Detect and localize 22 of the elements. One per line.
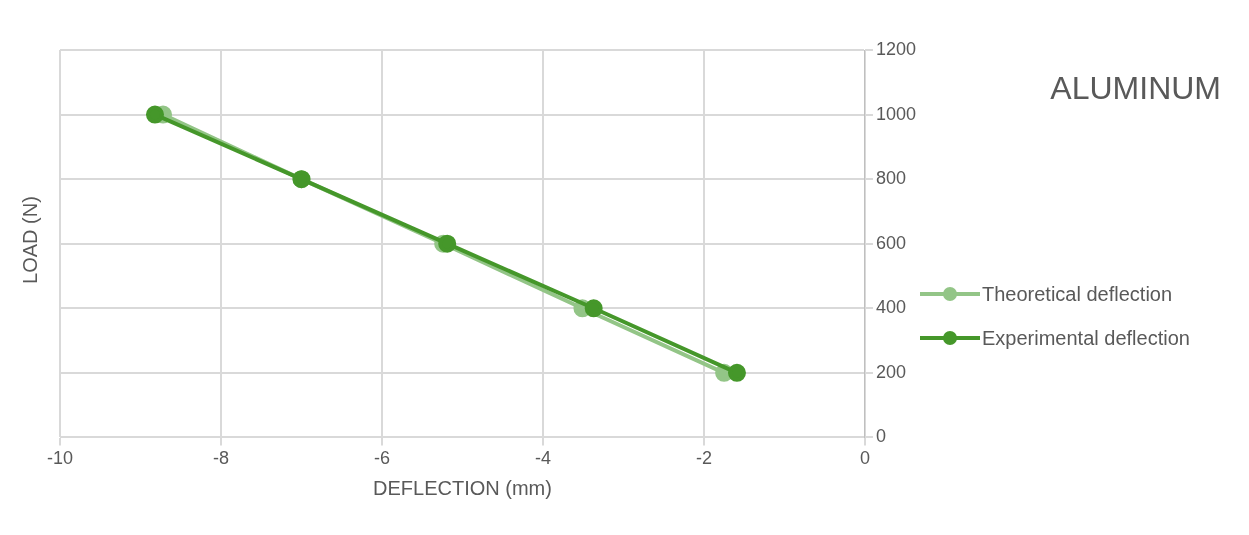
text: ALUMINUM xyxy=(1050,70,1221,107)
y-tick-label: 0 xyxy=(875,426,886,447)
x-tick-label: -6 xyxy=(373,448,390,469)
y-tick-label: 200 xyxy=(875,361,906,382)
point xyxy=(438,234,457,253)
x-tick-label: -8 xyxy=(212,448,229,469)
x-tick-label: -2 xyxy=(695,448,712,469)
y-tick-label: 1200 xyxy=(875,38,916,59)
y-tick-label: 600 xyxy=(875,232,906,253)
point xyxy=(145,105,164,124)
x-tick-label: -10 xyxy=(46,448,74,469)
point xyxy=(727,363,746,382)
x-tick-label: 0 xyxy=(859,448,870,469)
x-axis-title: DEFLECTION (mm) xyxy=(373,476,552,499)
legend-label: Theoretical deflection xyxy=(982,282,1173,306)
y-tick-label: 800 xyxy=(875,168,906,189)
legend-label: Experimental deflection xyxy=(982,326,1190,350)
y-tick-label: 1000 xyxy=(875,103,916,124)
x-tick-label: -4 xyxy=(534,448,551,469)
point xyxy=(584,299,603,318)
y-tick-label: 400 xyxy=(875,297,906,318)
y-axis-title: LOAD (N) xyxy=(18,196,42,284)
